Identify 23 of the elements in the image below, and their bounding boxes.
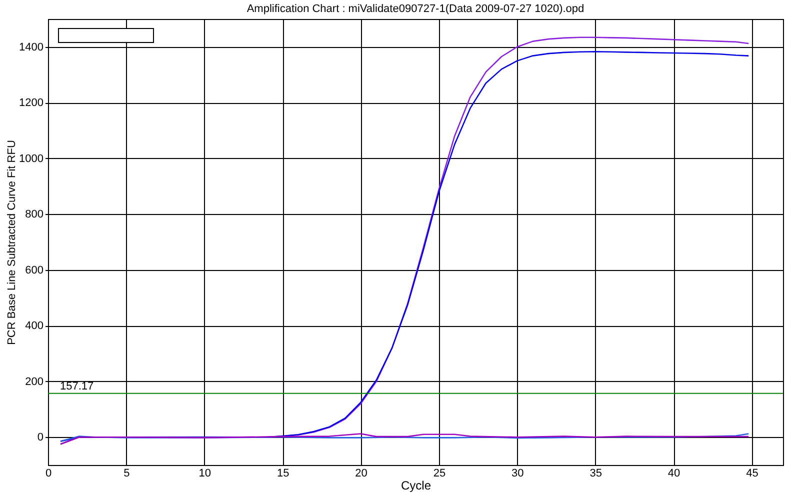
x-tick-label: 20 (355, 468, 368, 480)
x-tick-label: 15 (276, 468, 290, 480)
y-tick-label: 200 (25, 376, 44, 388)
x-tick-label: 45 (746, 468, 758, 480)
line-series (60, 433, 750, 445)
x-axis-title: Cycle (400, 478, 432, 492)
x-tick-label: 25 (433, 468, 446, 480)
x-tick-label: 40 (668, 468, 680, 480)
y-tick-label: 400 (25, 320, 44, 332)
x-tick-label: 0 (45, 468, 52, 480)
x-tick-label: 30 (512, 468, 524, 480)
y-tick-label: 800 (25, 208, 44, 221)
y-tick-label: 1400 (19, 41, 44, 54)
x-tick-label: 35 (590, 468, 602, 480)
y-axis-title: PCR Base Line Subtracted Curve Fit RFU (6, 140, 18, 345)
y-tick-label: 600 (25, 264, 44, 276)
y-tick-label: 0 (37, 432, 44, 444)
x-tick-label: 10 (198, 468, 212, 480)
ref-line-label: 157.17 (60, 380, 94, 392)
x-tick-label: 5 (124, 468, 130, 480)
chart-title: Amplification Chart : miValidate090727-1(Data 2009-07-27 1020).opd (246, 3, 584, 15)
y-tick-label: 1200 (19, 97, 44, 110)
y-tick-label: 1000 (19, 152, 44, 165)
